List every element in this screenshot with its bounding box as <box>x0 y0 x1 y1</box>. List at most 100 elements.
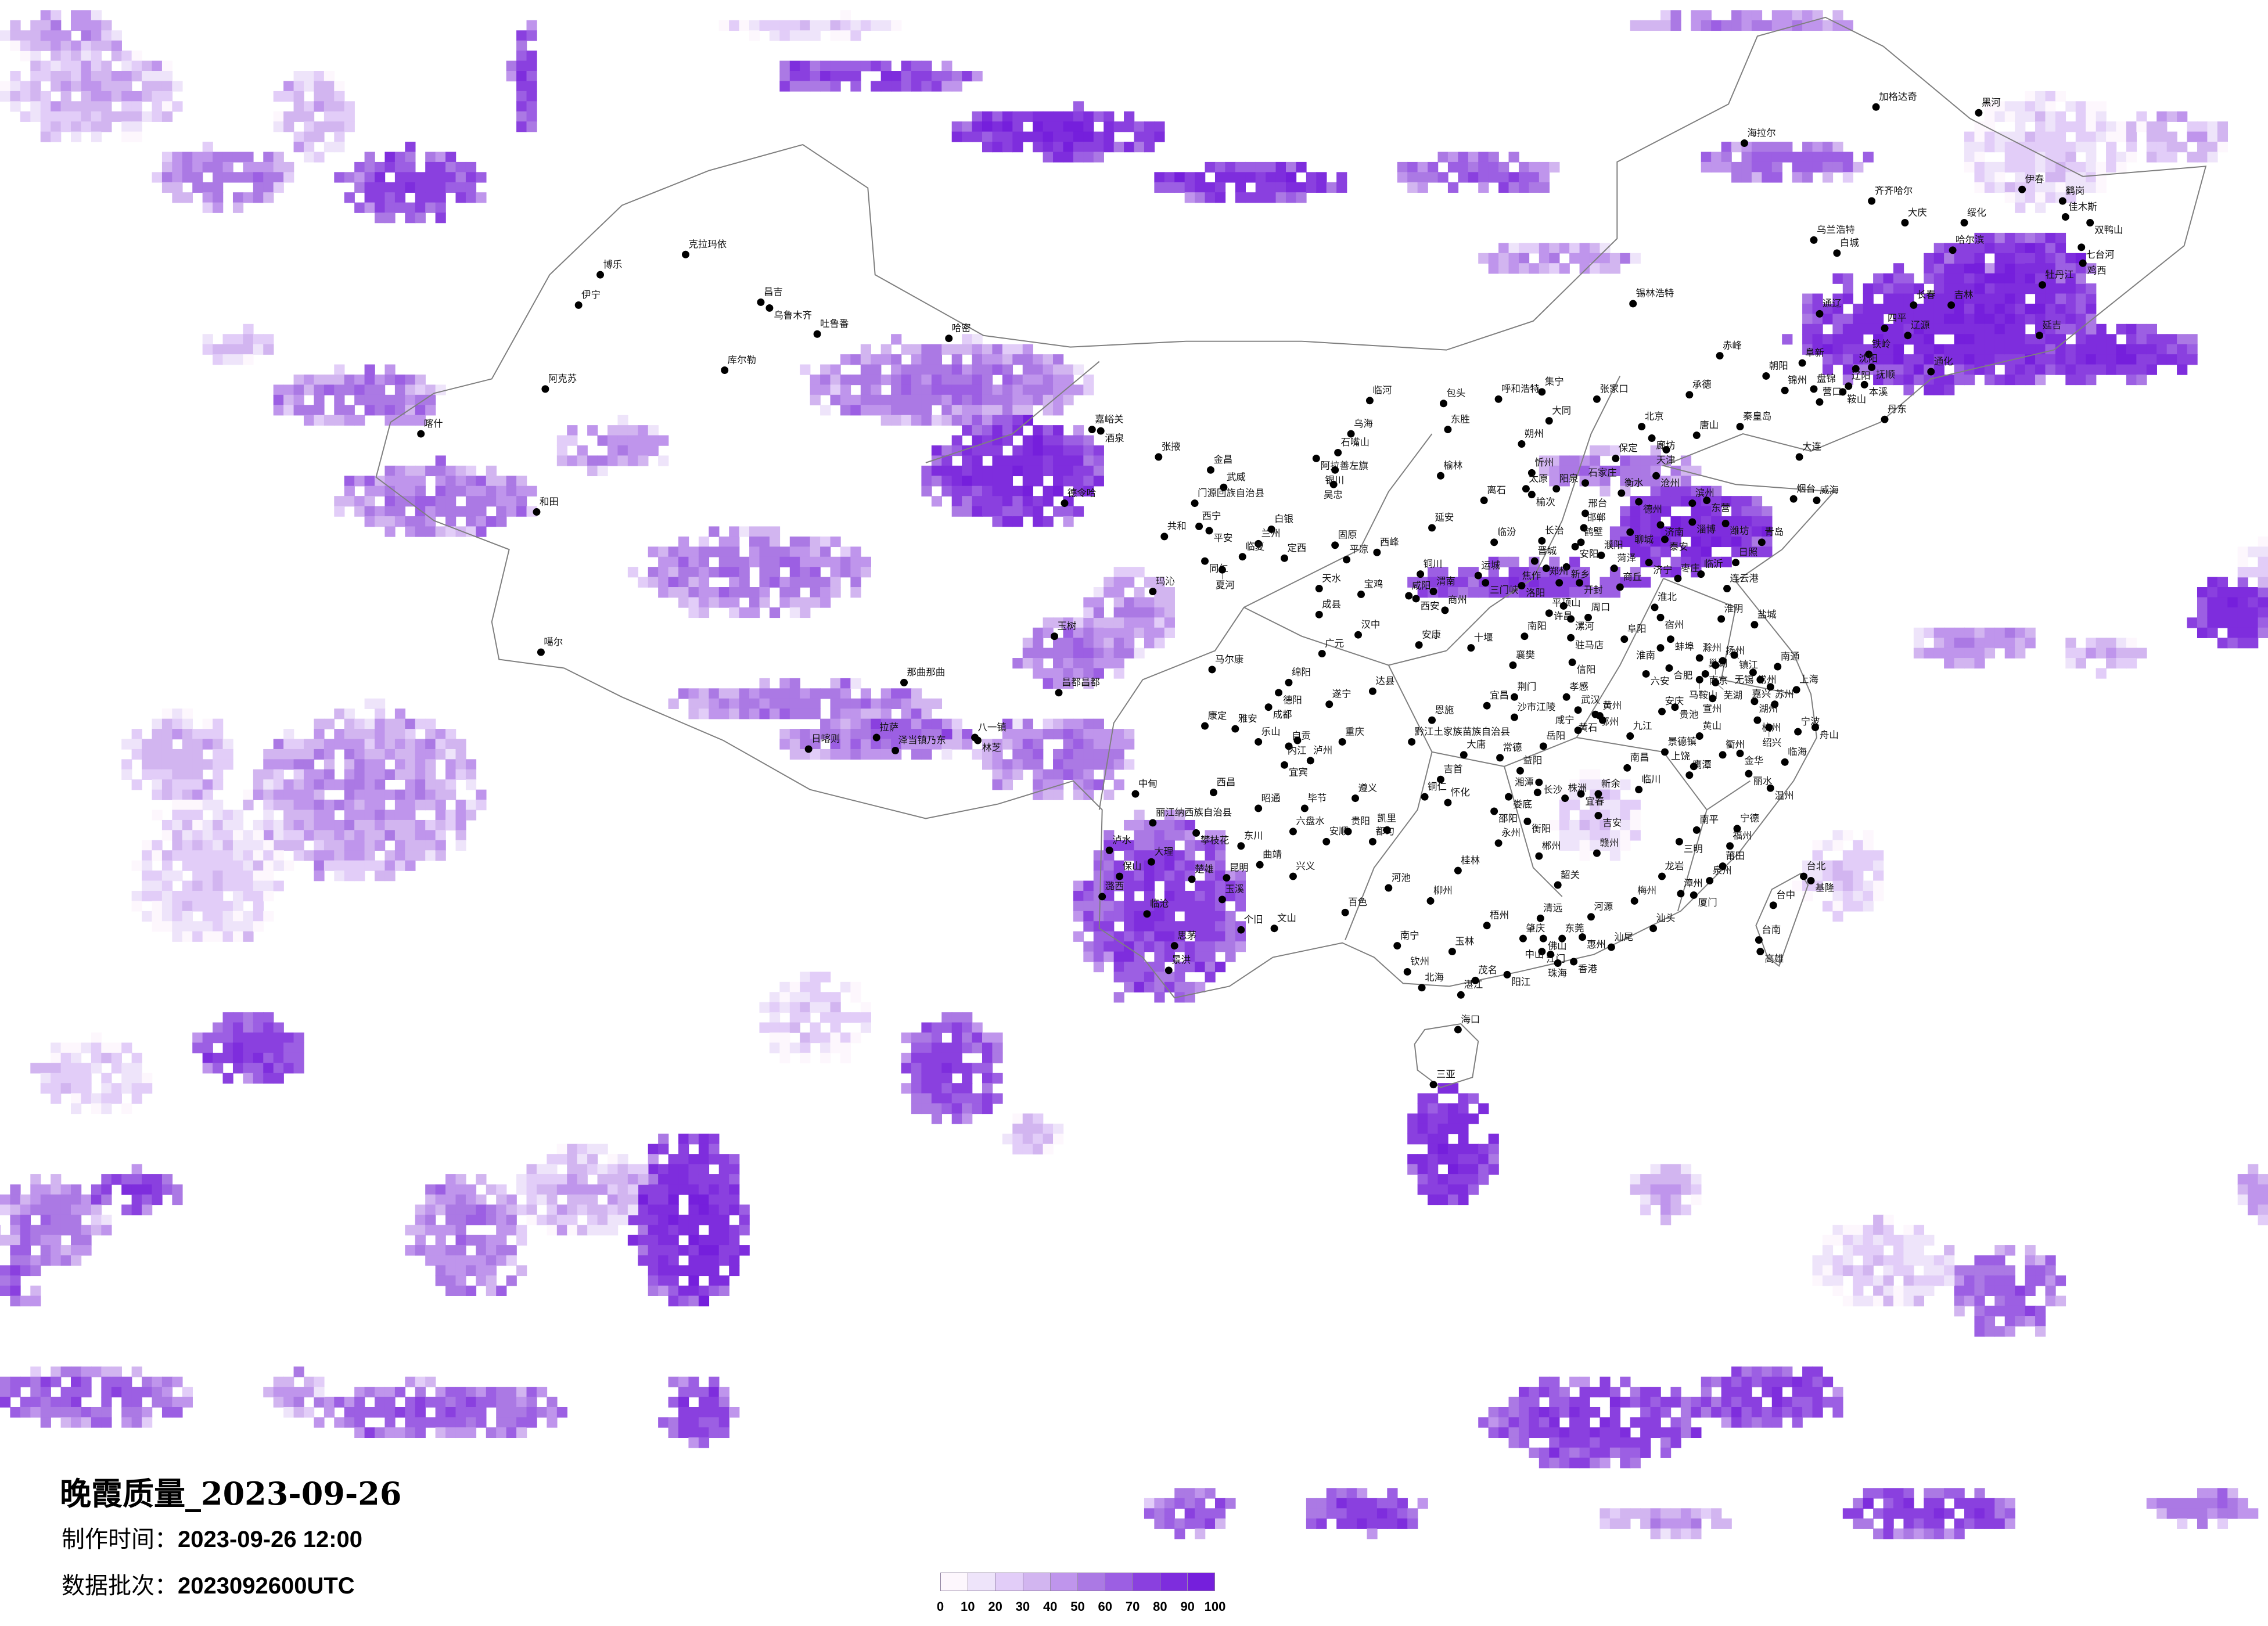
quality-cell <box>850 567 861 578</box>
quality-cell <box>1002 121 1013 132</box>
quality-cell <box>506 71 517 82</box>
quality-cell <box>1731 172 1742 183</box>
quality-cell <box>779 688 790 699</box>
quality-cell <box>273 1033 284 1044</box>
quality-cell <box>1974 142 1985 153</box>
city-marker: 库尔勒 <box>721 354 756 374</box>
quality-cell <box>1043 465 1054 477</box>
quality-cell <box>1458 1093 1469 1104</box>
quality-cell <box>597 1204 608 1215</box>
quality-cell <box>729 1194 740 1206</box>
quality-cell <box>2004 232 2015 244</box>
quality-cell <box>1701 516 1712 527</box>
quality-cell <box>324 739 335 750</box>
quality-cell <box>1660 20 1672 31</box>
quality-cell <box>2237 567 2248 578</box>
quality-cell <box>10 1245 21 1256</box>
quality-cell <box>921 749 932 760</box>
quality-cell <box>1225 1498 1236 1509</box>
quality-cell <box>1022 485 1033 497</box>
quality-cell <box>1873 850 1884 861</box>
quality-cell <box>1053 476 1064 487</box>
quality-cell <box>648 577 659 588</box>
quality-cell <box>840 1052 851 1064</box>
quality-cell <box>445 1214 457 1225</box>
quality-cell <box>1002 455 1013 466</box>
quality-cell <box>253 1012 264 1023</box>
quality-cell <box>951 121 962 132</box>
quality-cell <box>1762 152 1773 163</box>
quality-cell <box>101 1073 112 1084</box>
quality-cell <box>820 1052 831 1064</box>
quality-cell <box>101 1376 112 1387</box>
quality-cell <box>60 30 71 41</box>
quality-cell <box>648 425 659 436</box>
quality-cell <box>81 1042 92 1053</box>
quality-cell <box>394 708 406 720</box>
quality-cell <box>931 476 943 487</box>
quality-cell <box>283 161 294 173</box>
quality-cell <box>526 485 537 497</box>
quality-cell <box>334 800 345 811</box>
quality-cell <box>20 1265 31 1276</box>
quality-cell <box>1478 1103 1489 1114</box>
quality-cell <box>303 779 315 790</box>
quality-cell <box>445 516 457 527</box>
quality-cell <box>1559 1427 1570 1438</box>
quality-cell <box>850 992 861 1003</box>
quality-cell <box>871 739 882 750</box>
quality-cell <box>2025 303 2036 315</box>
city-marker: 昌都昌都 <box>1055 677 1100 697</box>
quality-cell <box>324 810 335 821</box>
quality-cell <box>1104 860 1115 871</box>
quality-cell <box>232 334 244 345</box>
quality-cell <box>455 749 466 760</box>
quality-cell <box>1984 142 1996 153</box>
quality-cell <box>921 374 932 386</box>
quality-cell <box>1053 445 1064 456</box>
quality-cell <box>1569 1417 1580 1428</box>
quality-cell <box>344 769 355 780</box>
quality-cell <box>941 1083 953 1094</box>
quality-cell <box>709 1134 720 1145</box>
quality-cell <box>880 60 892 71</box>
quality-cell <box>213 1052 224 1064</box>
quality-cell <box>1974 1255 1985 1266</box>
quality-cell <box>911 1033 922 1044</box>
quality-cell <box>192 779 203 790</box>
quality-cell <box>445 739 457 750</box>
quality-cell <box>709 1154 720 1165</box>
quality-cell <box>81 81 92 92</box>
quality-cell <box>81 1387 92 1398</box>
quality-cell <box>415 182 426 193</box>
quality-cell <box>1195 1488 1206 1499</box>
quality-cell <box>1711 20 1722 31</box>
quality-cell <box>1600 577 1611 588</box>
quality-cell <box>303 71 315 82</box>
quality-cell <box>354 789 365 800</box>
quality-cell <box>830 81 841 92</box>
quality-cell <box>405 819 416 831</box>
quality-cell <box>375 516 386 527</box>
quality-cell <box>1771 10 1782 21</box>
quality-cell <box>2045 111 2056 122</box>
quality-cell <box>688 698 699 709</box>
quality-cell <box>840 354 851 365</box>
quality-cell <box>283 1387 294 1398</box>
quality-cell <box>2227 607 2238 618</box>
quality-cell <box>405 516 416 527</box>
quality-cell <box>658 1235 669 1246</box>
quality-cell <box>1458 172 1469 183</box>
quality-cell <box>638 1174 649 1185</box>
quality-cell <box>2237 638 2248 649</box>
quality-cell <box>384 739 396 750</box>
quality-cell <box>1053 435 1064 446</box>
quality-cell <box>222 354 233 365</box>
quality-cell <box>435 1204 446 1215</box>
quality-cell <box>1994 182 2005 193</box>
quality-cell <box>1994 374 2005 386</box>
quality-cell <box>1741 1376 1752 1387</box>
quality-cell <box>1933 354 1944 365</box>
quality-cell <box>1002 718 1013 729</box>
quality-cell <box>1751 152 1763 163</box>
